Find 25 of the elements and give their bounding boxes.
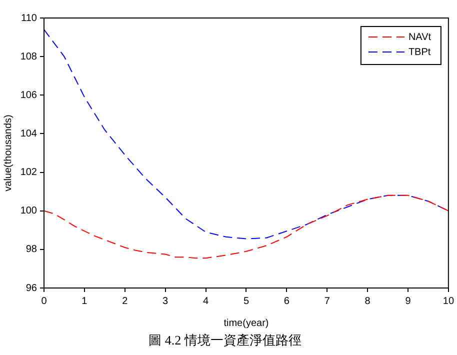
y-tick-label: 104 <box>20 128 38 140</box>
x-tick-label: 3 <box>162 296 169 307</box>
x-tick-label: 9 <box>405 296 412 307</box>
line-series <box>44 194 448 259</box>
x-tick-label: 10 <box>442 296 454 307</box>
y-tick-label: 108 <box>20 51 38 62</box>
y-tick-label: 98 <box>26 244 38 256</box>
x-tick-label: 1 <box>82 296 88 307</box>
y-tick-label: 102 <box>20 167 38 178</box>
y-tick-label: 100 <box>20 206 38 217</box>
x-tick-label: 8 <box>364 296 371 307</box>
y-tick-label: 110 <box>21 12 38 24</box>
x-tick-label: 7 <box>324 296 330 307</box>
y-tick-label: 106 <box>20 90 38 101</box>
y-tick-label: 96 <box>26 282 38 294</box>
legend-label: TBPt <box>408 46 431 58</box>
x-tick-label: 0 <box>41 296 48 307</box>
x-tick-label: 6 <box>284 296 290 307</box>
legend-label: NAVt <box>408 32 432 43</box>
text: 圖 4.2 情境一資產淨值路徑 <box>148 332 302 348</box>
x-tick-label: 5 <box>243 296 250 307</box>
x-tick-label: 2 <box>122 296 128 307</box>
x-axis-title: time(year) <box>224 318 269 330</box>
y-axis-title: value(thousands) <box>2 114 14 192</box>
x-tick-label: 4 <box>202 296 209 307</box>
